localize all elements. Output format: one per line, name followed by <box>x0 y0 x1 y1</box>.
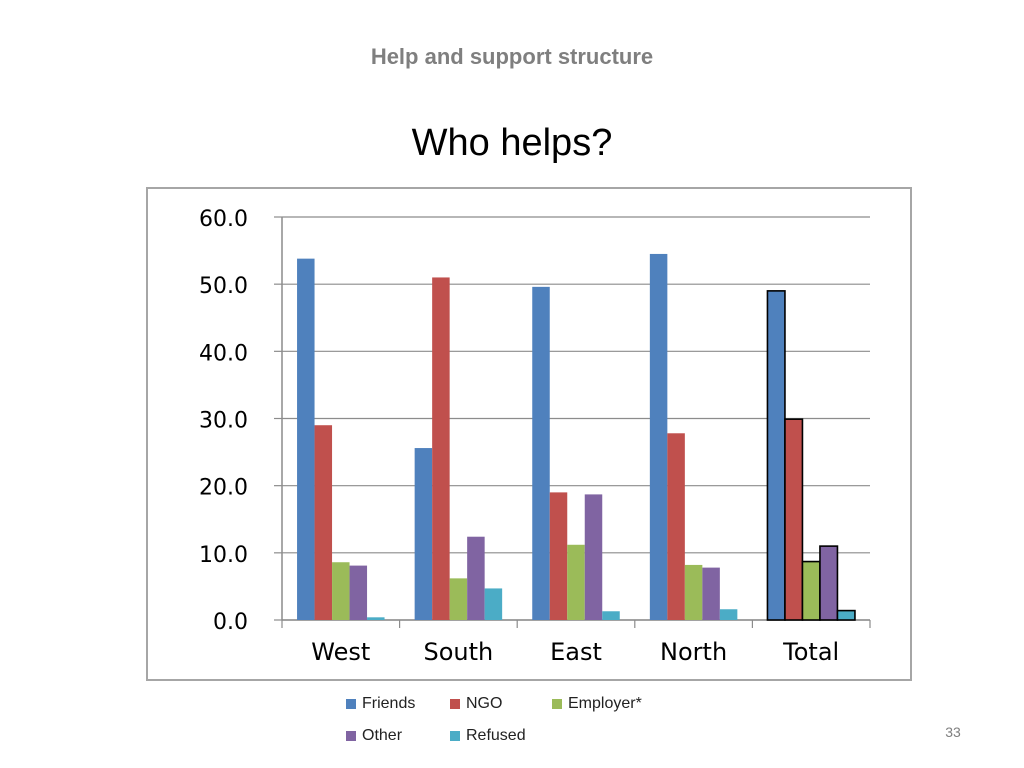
legend-item: Employer* <box>552 694 642 714</box>
bar-employer-west <box>332 562 350 620</box>
legend-item: Refused <box>450 726 526 746</box>
legend-label: NGO <box>466 695 503 712</box>
y-tick-label: 0.0 <box>213 610 248 635</box>
y-tick-label: 50.0 <box>199 274 248 299</box>
y-tick-label: 20.0 <box>199 476 248 501</box>
legend-label: Employer* <box>568 695 642 712</box>
bar-ngo-south <box>432 277 450 620</box>
legend-swatch <box>346 731 356 741</box>
bar-refused-west <box>367 617 385 620</box>
bar-chart: 0.0 10.0 20.0 30.0 40.0 50.0 60.0 West South East… <box>199 207 871 666</box>
bar-friends-total <box>766 290 786 621</box>
bar-ngo-west <box>314 425 333 620</box>
slide-title: Who helps? <box>411 122 613 164</box>
bar-other-south <box>467 536 485 620</box>
y-tick-label: 60.0 <box>199 207 248 232</box>
bar-other-total <box>819 545 839 621</box>
chart-legend: Friends NGO Employer* Other Refused <box>346 694 686 758</box>
x-tick-label: North <box>660 638 727 666</box>
bar-employer-east <box>567 544 585 620</box>
legend-item: Friends <box>346 694 415 714</box>
bar-refused-total <box>836 609 856 621</box>
legend-item: Other <box>346 726 402 746</box>
page-number: 33 <box>945 724 961 740</box>
bar-refused-south <box>484 588 503 620</box>
legend-label: Other <box>362 727 403 744</box>
bar-friends-west <box>297 258 315 620</box>
y-tick-label: 40.0 <box>199 341 248 366</box>
chart-frame: 0.0 10.0 20.0 30.0 40.0 50.0 60.0 West South East… <box>146 187 912 681</box>
y-tick-label: 10.0 <box>199 543 248 568</box>
bar-friends-east <box>532 286 550 620</box>
legend-label: Refused <box>466 727 526 744</box>
bar-other-east <box>584 494 603 620</box>
section-header: Help and support structure <box>370 44 654 69</box>
bar-friends-south <box>414 448 433 620</box>
legend-swatch <box>450 699 460 709</box>
bar-other-north <box>702 567 720 620</box>
legend-swatch <box>346 699 356 709</box>
x-tick-label: East <box>550 638 602 666</box>
x-tick-label: West <box>311 638 370 666</box>
legend-swatch <box>552 699 562 709</box>
bar-refused-north <box>719 609 738 620</box>
bar-ngo-east <box>549 492 568 620</box>
x-tick-label: Total <box>782 638 839 666</box>
legend-label: Friends <box>362 695 416 712</box>
bar-other-west <box>349 565 368 620</box>
legend-swatch <box>450 731 460 741</box>
bar-employer-south <box>449 578 468 620</box>
y-tick-label: 30.0 <box>199 409 248 434</box>
bar-employer-north <box>684 564 703 620</box>
bar-friends-north <box>649 253 668 621</box>
bar-refused-east <box>602 611 620 620</box>
bar-employer-total <box>801 560 821 621</box>
bar-ngo-total <box>784 418 804 621</box>
bar-ngo-north <box>667 433 685 620</box>
x-tick-label: South <box>424 638 494 666</box>
legend-item: NGO <box>450 694 502 714</box>
